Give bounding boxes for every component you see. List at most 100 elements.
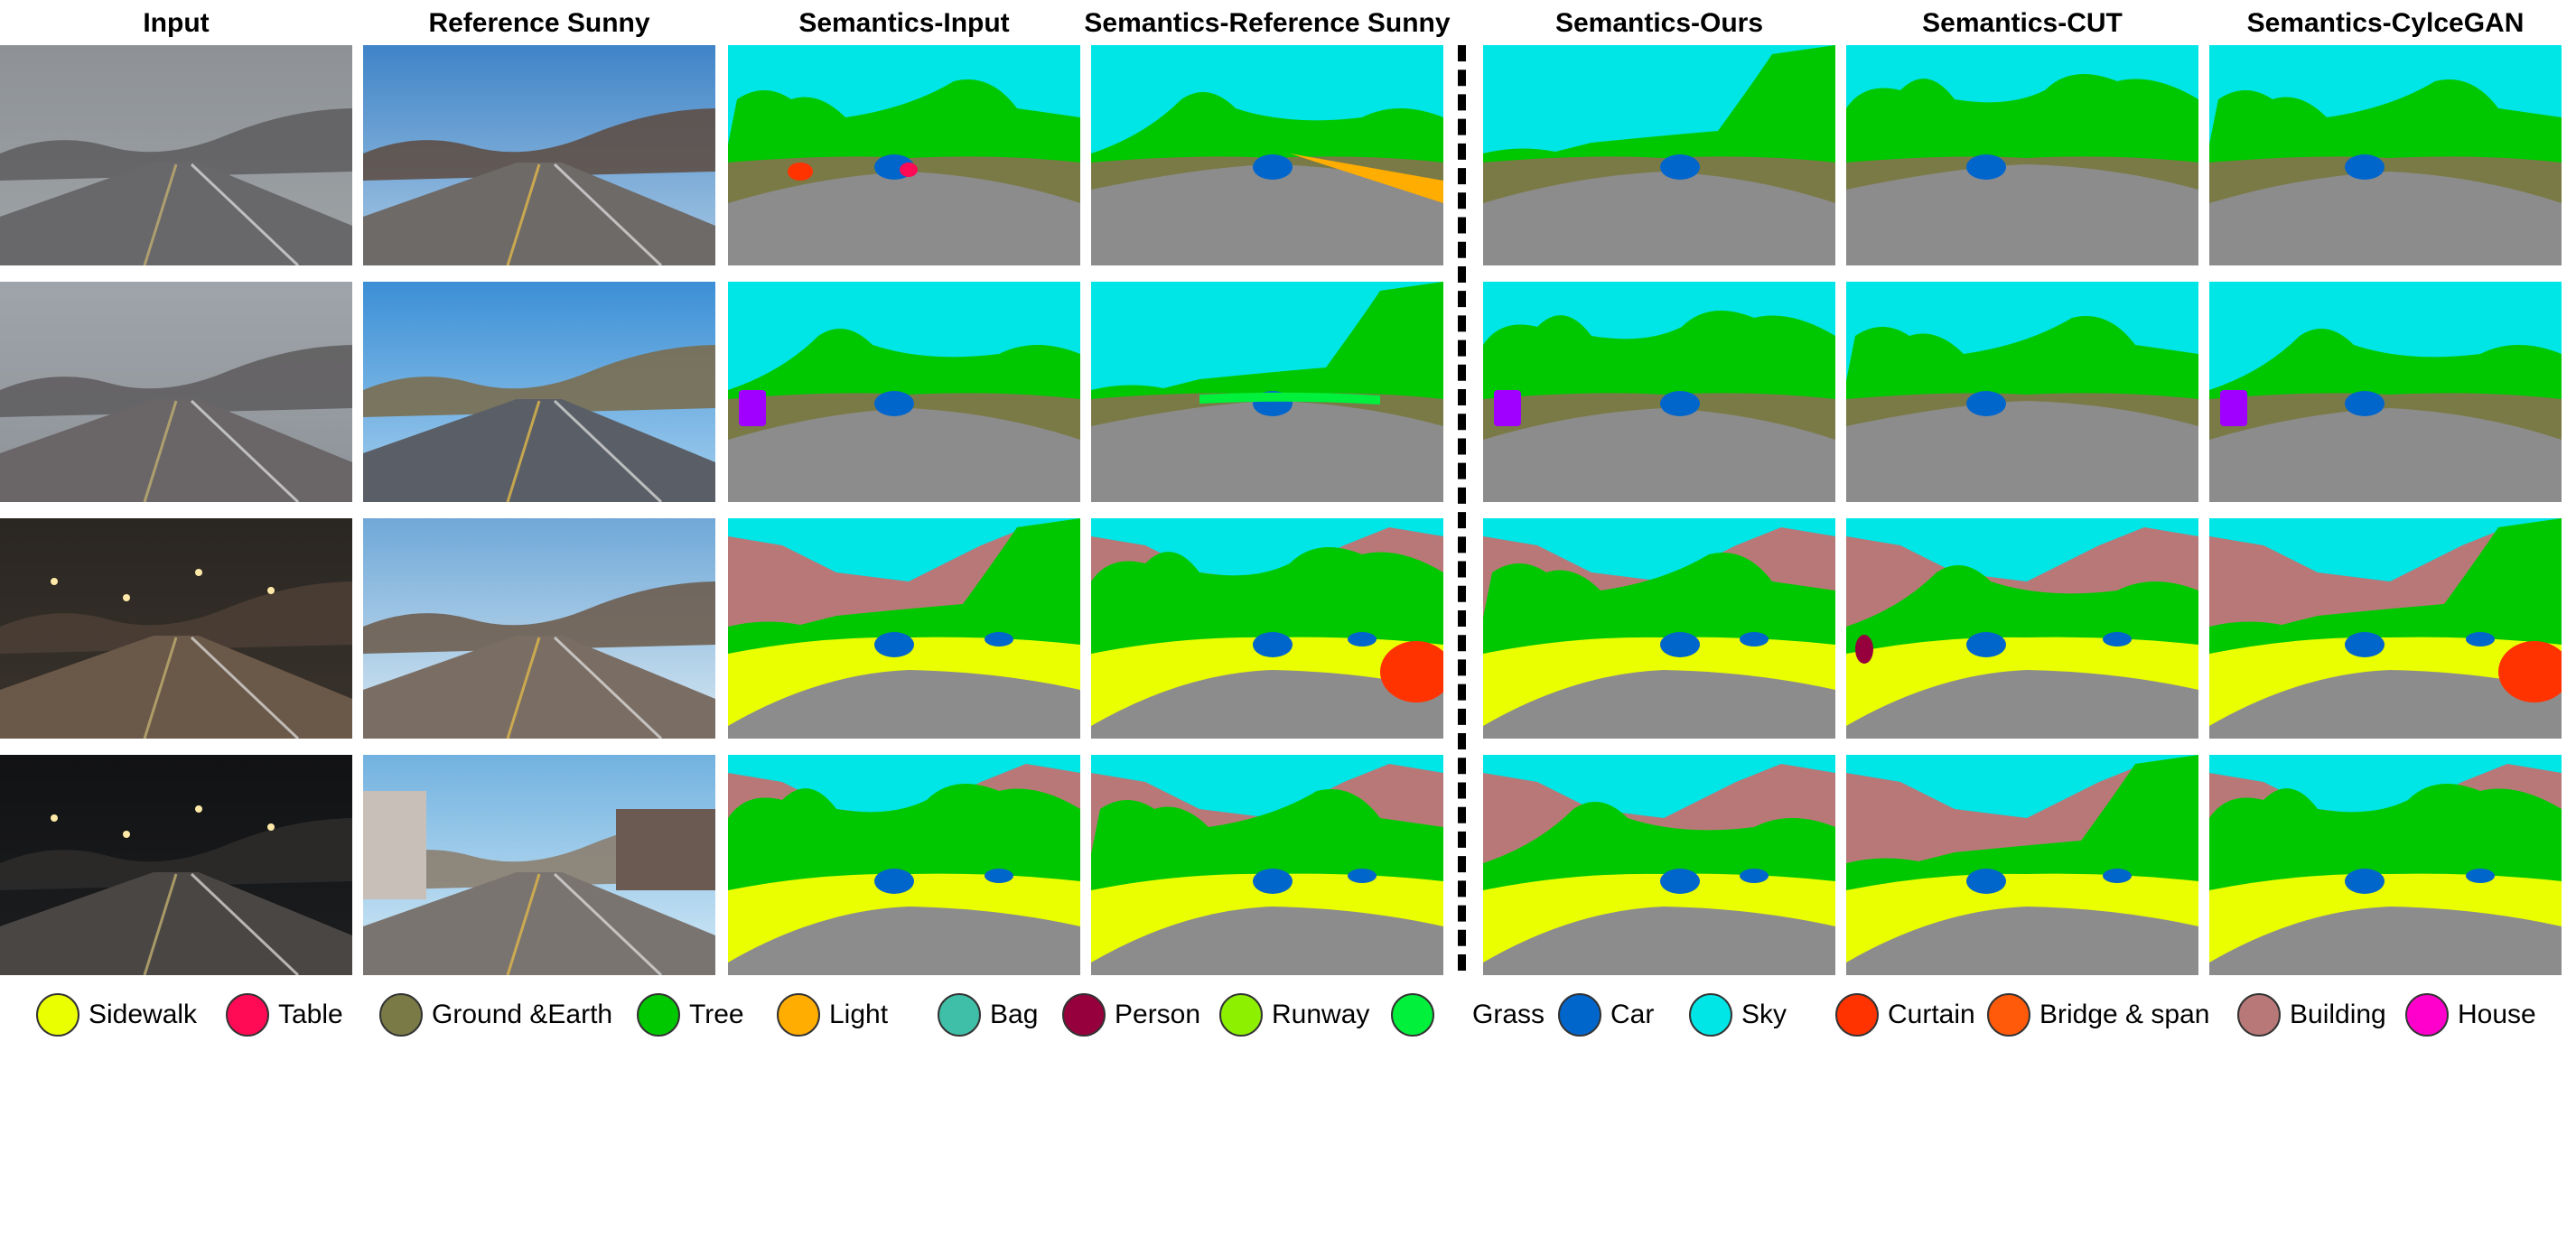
legend-label: Car — [1610, 1000, 1655, 1029]
semantics-cut-image-row-4 — [1846, 755, 2198, 975]
semantics-cut-image — [1846, 755, 2198, 975]
legend-swatch — [938, 993, 981, 1037]
semantics-ours-image-row-2 — [1483, 282, 1835, 502]
semantics-input-image-row-3 — [728, 518, 1080, 739]
semantics-cylcegan-image-row-3 — [2209, 518, 2562, 739]
legend-item: Curtain — [1835, 990, 1975, 1040]
input-image — [0, 518, 352, 739]
semantics-ours-image — [1483, 755, 1835, 975]
legend-item: Table — [226, 990, 343, 1040]
reference-sunny-image-row-1 — [363, 45, 715, 265]
semantics-cylcegan-image — [2209, 282, 2562, 502]
semantics-input-image-row-1 — [728, 45, 1080, 265]
legend-item: House — [2405, 990, 2536, 1040]
semantics-cylcegan-image-row-4 — [2209, 755, 2562, 975]
input-image-row-2 — [0, 282, 352, 502]
legend-swatch — [379, 993, 423, 1037]
semantics-ours-image-row-3 — [1483, 518, 1835, 739]
semantics-cut-image — [1846, 282, 2198, 502]
legend-swatch — [36, 993, 79, 1037]
semantics-reference-sunny-image — [1091, 282, 1443, 502]
legend-item: Sky — [1689, 990, 1787, 1040]
dashed-divider — [1458, 45, 1466, 971]
reference-sunny-image — [363, 755, 715, 975]
semantics-cylcegan-image-row-2 — [2209, 282, 2562, 502]
reference-sunny-image-row-4 — [363, 755, 715, 975]
input-image — [0, 755, 352, 975]
legend-label: House — [2458, 1000, 2536, 1029]
semantics-reference-sunny-image-row-3 — [1091, 518, 1443, 739]
legend-item: Bridge & span — [1987, 990, 2209, 1040]
semantics-ours-image — [1483, 45, 1835, 265]
legend-item: Runway — [1219, 990, 1369, 1040]
legend-item: Building — [2237, 990, 2386, 1040]
legend-item: Ground &Earth — [379, 990, 612, 1040]
semantics-ours-image-row-4 — [1483, 755, 1835, 975]
legend-item: Light — [777, 990, 888, 1040]
reference-sunny-image-row-3 — [363, 518, 715, 739]
reference-sunny-image-row-2 — [363, 282, 715, 502]
input-image — [0, 45, 352, 265]
semantics-ours-image-row-1 — [1483, 45, 1835, 265]
semantics-reference-sunny-image — [1091, 45, 1443, 265]
legend-label: Light — [829, 1000, 889, 1029]
header-semantics-cylcegan: Semantics-CylceGAN — [2246, 8, 2525, 38]
semantics-cylcegan-image — [2209, 755, 2562, 975]
legend-item: Person — [1062, 990, 1200, 1040]
legend-swatch — [2405, 993, 2449, 1037]
legend-label: Ground &Earth — [432, 1000, 613, 1029]
legend-swatch — [1689, 993, 1732, 1037]
semantics-cut-image-row-2 — [1846, 282, 2198, 502]
semantics-input-image — [728, 518, 1080, 739]
legend-item: Bag — [938, 990, 1038, 1040]
semantics-input-image — [728, 755, 1080, 975]
legend-label: Sky — [1741, 1000, 1787, 1029]
semantics-input-image — [728, 282, 1080, 502]
semantics-cut-image-row-1 — [1846, 45, 2198, 265]
header-input: Input — [143, 8, 210, 38]
legend-swatch — [777, 993, 820, 1037]
semantics-input-image-row-2 — [728, 282, 1080, 502]
legend-label: Grass — [1472, 1000, 1545, 1029]
semantics-input-image — [728, 45, 1080, 265]
legend-item: Grass — [1391, 990, 1545, 1040]
semantics-cut-image — [1846, 518, 2198, 739]
semantics-reference-sunny-image — [1091, 755, 1443, 975]
semantics-reference-sunny-image-row-4 — [1091, 755, 1443, 975]
legend-label: Curtain — [1888, 1000, 1975, 1029]
semantics-reference-sunny-image-row-1 — [1091, 45, 1443, 265]
reference-sunny-image — [363, 518, 715, 739]
semantics-cylcegan-image — [2209, 518, 2562, 739]
legend-item: Tree — [637, 990, 744, 1040]
legend-swatch — [1062, 993, 1106, 1037]
input-image-row-1 — [0, 45, 352, 265]
legend-swatch — [1835, 993, 1879, 1037]
semantics-cylcegan-image — [2209, 45, 2562, 265]
semantics-reference-sunny-image — [1091, 518, 1443, 739]
legend-swatch — [1219, 993, 1263, 1037]
semantics-input-image-row-4 — [728, 755, 1080, 975]
legend-swatch — [1391, 993, 1434, 1037]
legend-label: Building — [2290, 1000, 2386, 1029]
reference-sunny-image — [363, 282, 715, 502]
legend-swatch — [226, 993, 269, 1037]
header-semantics-cut: Semantics-CUT — [1922, 8, 2123, 38]
legend-swatch — [2237, 993, 2281, 1037]
legend-item: Sidewalk — [36, 990, 197, 1040]
legend-swatch — [1558, 993, 1601, 1037]
header-semantics-reference-sunny: Semantics-Reference Sunny — [1084, 8, 1451, 38]
semantics-ours-image — [1483, 282, 1835, 502]
input-image — [0, 282, 352, 502]
legend-label: Tree — [689, 1000, 744, 1029]
header-reference-sunny: Reference Sunny — [428, 8, 650, 38]
legend-item: Car — [1558, 990, 1654, 1040]
legend-swatch — [1987, 993, 2030, 1037]
semantics-reference-sunny-image-row-2 — [1091, 282, 1443, 502]
legend-label: Runway — [1272, 1000, 1370, 1029]
legend-label: Sidewalk — [89, 1000, 198, 1029]
reference-sunny-image — [363, 45, 715, 265]
semantics-cut-image-row-3 — [1846, 518, 2198, 739]
legend-label: Bridge & span — [2039, 1000, 2210, 1029]
legend-swatch — [637, 993, 680, 1037]
